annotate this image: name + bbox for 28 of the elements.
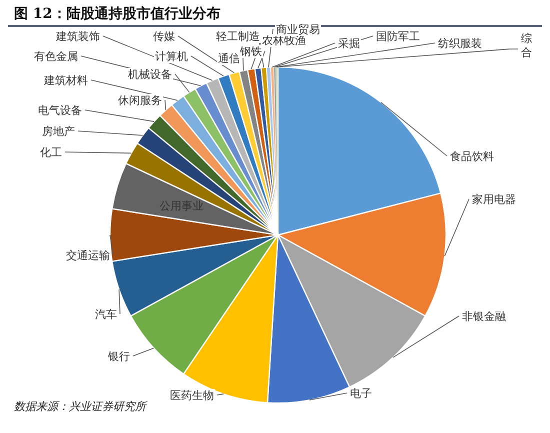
slice-label: 国防军工 (376, 30, 420, 43)
slice-label: 有色金属 (34, 50, 78, 63)
slice-label: 纺织服装 (438, 37, 482, 50)
slice-label: 非银金融 (462, 310, 506, 323)
chart-title: 图 12：陆股通持股市值行业分布 (14, 5, 220, 22)
slice-label: 计算机 (155, 50, 188, 63)
slice-label: 采掘 (338, 37, 360, 50)
slice-label: 房地产 (42, 125, 75, 138)
slice-label: 家用电器 (472, 193, 516, 206)
slice-label: 轻工制造 (216, 30, 260, 43)
slice-label: 商业贸易 (276, 23, 320, 36)
slice-label: 建筑装饰 (55, 30, 100, 43)
source-note: 数据来源：兴业证券研究所 (14, 400, 148, 413)
slice-label: 电子 (350, 387, 372, 400)
slice-label: 医药生物 (170, 389, 214, 402)
slice-label: 通信 (218, 52, 240, 65)
slice-label: 综合 (521, 32, 532, 59)
slice-label: 银行 (107, 350, 130, 363)
slice-label: 汽车 (95, 308, 117, 321)
slice-label: 交通运输 (66, 249, 110, 262)
slice-label: 传媒 (153, 30, 175, 43)
slice-label: 化工 (40, 146, 62, 159)
slice-label: 休闲服务 (118, 94, 162, 107)
slice-label: 建筑材料 (43, 74, 88, 87)
slice-label: 机械设备 (128, 68, 172, 81)
slice-label: 电气设备 (38, 104, 82, 117)
slice-label: 食品饮料 (450, 150, 494, 163)
slice-label: 钢铁 (239, 45, 262, 58)
